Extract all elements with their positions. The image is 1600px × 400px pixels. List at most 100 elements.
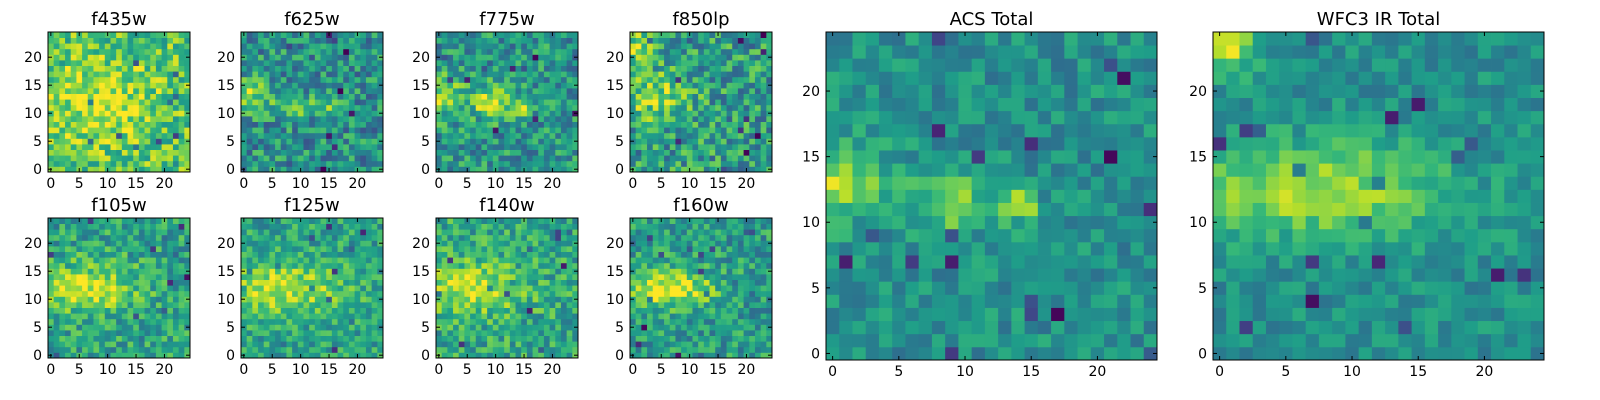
- heatmap-cell: [754, 54, 762, 61]
- heatmap-cell: [138, 110, 145, 117]
- heatmap-cell: [669, 166, 676, 173]
- heatmap-cell: [150, 37, 157, 44]
- heatmap-cell: [275, 32, 282, 38]
- heatmap-cell: [572, 132, 579, 139]
- heatmap-cell: [492, 43, 499, 50]
- heatmap-cell: [70, 296, 77, 303]
- heatmap-cell: [481, 296, 488, 303]
- heatmap-cell: [155, 138, 162, 145]
- heatmap-cell: [492, 93, 499, 100]
- heatmap-cell: [498, 32, 505, 38]
- heatmap-cell: [692, 149, 699, 156]
- heatmap-cell: [526, 346, 533, 353]
- heatmap-cell: [487, 138, 494, 145]
- heatmap-cell: [53, 318, 60, 325]
- heatmap-cell: [737, 313, 744, 320]
- heatmap-cell: [436, 160, 443, 167]
- heatmap-cell: [681, 116, 688, 122]
- heatmap-cell: [297, 88, 304, 94]
- heatmap-cell: [82, 93, 89, 100]
- heatmap-cell: [275, 121, 282, 128]
- heatmap-cell: [441, 144, 448, 150]
- heatmap-cell: [172, 307, 180, 314]
- heatmap-cell: [692, 155, 699, 162]
- heatmap-cell: [155, 296, 162, 303]
- heatmap-cell: [664, 60, 671, 66]
- heatmap-cell: [104, 313, 111, 320]
- heatmap-cell: [532, 296, 539, 303]
- heatmap-cell: [53, 330, 60, 336]
- heatmap-cell: [184, 160, 191, 167]
- heatmap-cell: [543, 318, 550, 325]
- heatmap-cell: [458, 93, 465, 100]
- heatmap-cell: [297, 104, 304, 111]
- heatmap-cell: [331, 155, 338, 162]
- heatmap-cell: [538, 324, 545, 331]
- heatmap-cell: [436, 93, 443, 100]
- heatmap-cell: [48, 93, 55, 100]
- heatmap-cell: [258, 132, 265, 139]
- panel-title: f125w: [284, 195, 339, 216]
- heatmap-cell: [48, 160, 55, 167]
- heatmap-cell: [436, 341, 443, 348]
- heatmap-cell: [698, 302, 705, 308]
- heatmap-cell: [630, 60, 637, 66]
- heatmap-cell: [133, 160, 140, 167]
- heatmap-cell: [320, 290, 327, 297]
- heatmap-cell: [572, 116, 579, 122]
- heatmap-cell: [737, 76, 744, 83]
- heatmap-cell: [532, 121, 539, 128]
- heatmap-cell: [150, 307, 157, 314]
- heatmap-cell: [110, 307, 117, 314]
- heatmap-cell: [99, 65, 106, 72]
- heatmap-cell: [509, 218, 516, 224]
- heatmap-cell: [453, 296, 460, 303]
- heatmap-cell: [470, 82, 477, 89]
- heatmap-cell: [184, 302, 191, 308]
- heatmap-cell: [263, 99, 270, 106]
- heatmap-cell: [246, 290, 253, 297]
- heatmap-cell: [161, 71, 168, 78]
- heatmap-cell: [144, 229, 151, 236]
- heatmap-cell: [144, 127, 151, 134]
- heatmap-cell: [572, 313, 579, 320]
- heatmap-cell: [116, 99, 123, 106]
- heatmap-cell: [303, 99, 310, 106]
- heatmap-cell: [365, 32, 373, 38]
- heatmap-cell: [337, 257, 344, 264]
- heatmap-cell: [133, 37, 140, 44]
- heatmap-cell: [59, 313, 66, 320]
- heatmap-cell: [331, 37, 338, 44]
- heatmap-cell: [76, 144, 83, 150]
- heatmap-cell: [754, 104, 762, 111]
- heatmap-cell: [737, 341, 744, 348]
- heatmap-cell: [53, 234, 60, 241]
- heatmap-cell: [658, 116, 665, 122]
- heatmap-cell: [543, 71, 550, 78]
- heatmap-cell: [246, 330, 253, 336]
- heatmap-cell: [167, 71, 174, 78]
- heatmap-cell: [343, 234, 350, 241]
- heatmap-cell: [303, 155, 310, 162]
- heatmap-cell: [65, 229, 72, 236]
- heatmap-cell: [297, 138, 304, 145]
- heatmap-cell: [110, 352, 117, 359]
- heatmap-cell: [458, 132, 465, 139]
- heatmap-cell: [543, 313, 550, 320]
- heatmap-cell: [87, 127, 94, 134]
- heatmap-cell: [116, 82, 123, 89]
- heatmap-cell: [155, 93, 162, 100]
- heatmap-cell: [178, 257, 185, 264]
- heatmap-cell: [475, 290, 482, 297]
- heatmap-cell: [65, 302, 72, 308]
- heatmap-cell: [269, 324, 276, 331]
- heatmap-cell: [686, 318, 693, 325]
- heatmap-cell: [436, 234, 443, 241]
- heatmap-cell: [566, 116, 573, 122]
- heatmap-cell: [737, 104, 744, 111]
- heatmap-cell: [572, 307, 579, 314]
- heatmap-cell: [538, 246, 545, 252]
- heatmap-cell: [354, 346, 361, 353]
- heatmap-cell: [504, 99, 511, 106]
- heatmap-cell: [675, 144, 682, 150]
